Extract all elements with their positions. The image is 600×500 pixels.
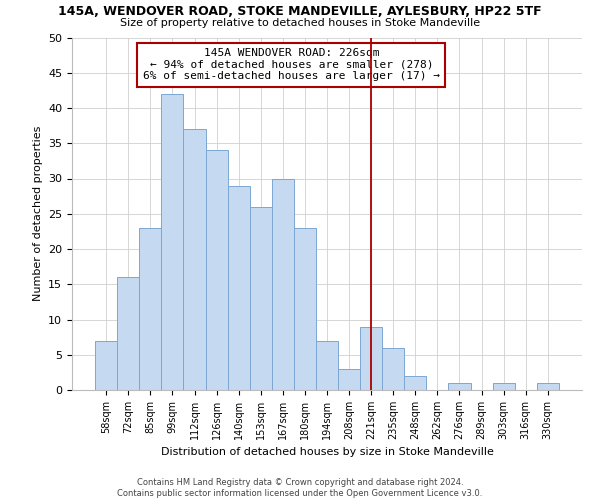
Bar [493, 383, 515, 390]
Bar [139, 228, 161, 390]
Bar [360, 326, 382, 390]
Bar [95, 340, 117, 390]
Text: Size of property relative to detached houses in Stoke Mandeville: Size of property relative to detached ho… [120, 18, 480, 28]
Bar [206, 150, 227, 390]
Bar [338, 369, 360, 390]
Bar [117, 277, 139, 390]
Bar [404, 376, 427, 390]
Bar [448, 383, 470, 390]
Y-axis label: Number of detached properties: Number of detached properties [32, 126, 43, 302]
X-axis label: Distribution of detached houses by size in Stoke Mandeville: Distribution of detached houses by size … [161, 448, 493, 458]
Bar [272, 178, 294, 390]
Bar [161, 94, 184, 390]
Bar [316, 340, 338, 390]
Bar [537, 383, 559, 390]
Bar [227, 186, 250, 390]
Text: 145A, WENDOVER ROAD, STOKE MANDEVILLE, AYLESBURY, HP22 5TF: 145A, WENDOVER ROAD, STOKE MANDEVILLE, A… [58, 5, 542, 18]
Bar [382, 348, 404, 390]
Bar [250, 206, 272, 390]
Bar [184, 129, 206, 390]
Text: Contains HM Land Registry data © Crown copyright and database right 2024.
Contai: Contains HM Land Registry data © Crown c… [118, 478, 482, 498]
Bar [294, 228, 316, 390]
Text: 145A WENDOVER ROAD: 226sqm
← 94% of detached houses are smaller (278)
6% of semi: 145A WENDOVER ROAD: 226sqm ← 94% of deta… [143, 48, 440, 82]
